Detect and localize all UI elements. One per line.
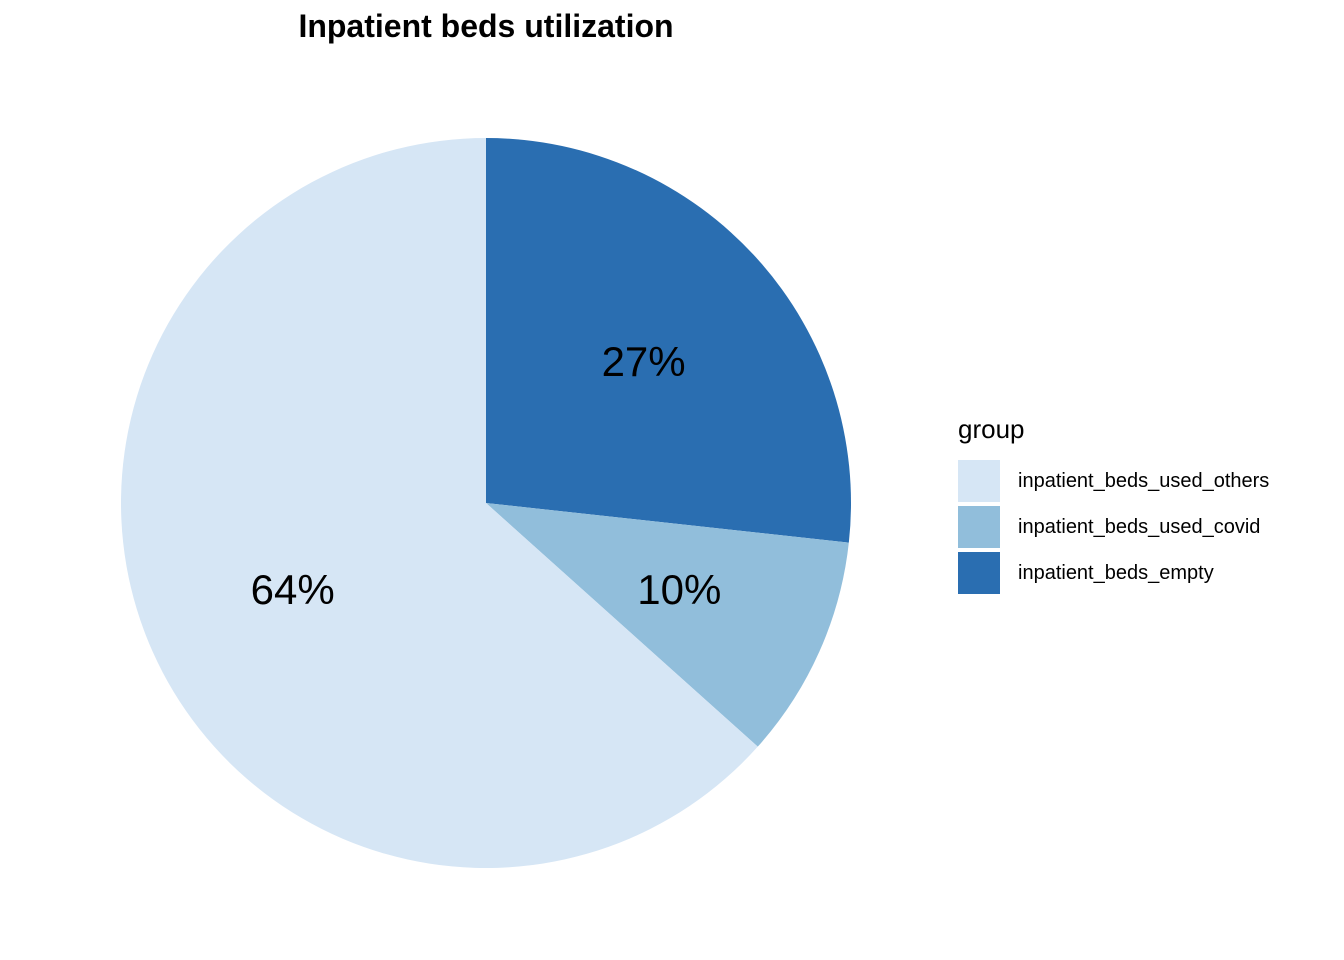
legend-item-inpatient-beds-empty: inpatient_beds_empty [958,550,1338,596]
slice-label-inpatient-beds-used-covid: 10% [637,566,721,613]
chart-title: Inpatient beds utilization [298,8,674,44]
pie-slice-inpatient-beds-used-covid [486,503,849,747]
legend-label: inpatient_beds_empty [1018,561,1214,584]
slice-label-inpatient-beds-empty: 27% [602,338,686,385]
legend-title: group [958,414,1025,444]
legend-items: inpatient_beds_used_others inpatient_beds… [958,458,1338,596]
legend-swatch [958,552,1000,594]
legend-label: inpatient_beds_used_others [1018,469,1270,492]
legend-swatch [958,460,1000,502]
pie-slice-inpatient-beds-empty [486,138,851,543]
pie-slices [121,138,851,869]
pie-slice-inpatient-beds-used-others [121,138,758,869]
slice-label-inpatient-beds-used-others: 64% [251,566,335,613]
legend-label: inpatient_beds_used_covid [1018,515,1261,538]
pie-slice-labels: 27% 10% 64% [251,338,722,613]
legend-item-inpatient-beds-used-covid: inpatient_beds_used_covid [958,504,1338,550]
legend: group inpatient_beds_used_others inpatien… [958,412,1338,596]
legend-swatch [958,506,1000,548]
legend-item-inpatient-beds-used-others: inpatient_beds_used_others [958,458,1338,504]
